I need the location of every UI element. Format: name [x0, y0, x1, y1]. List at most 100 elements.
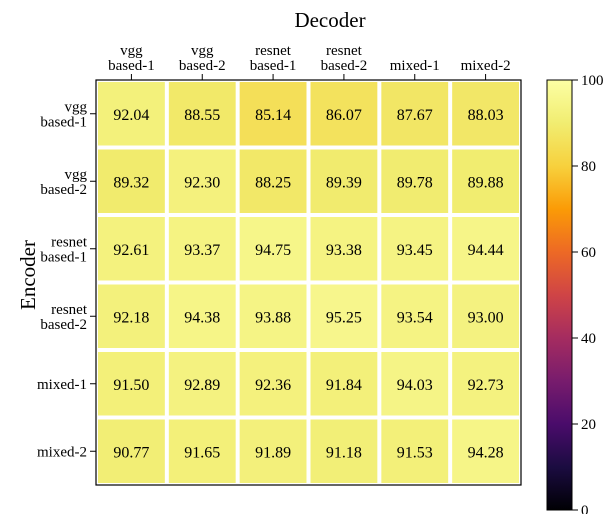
- heatmap-cell: [98, 284, 165, 348]
- y-tick-label: resnet: [51, 302, 88, 318]
- cell-value-label: 93.38: [326, 242, 362, 259]
- x-tick-label: vgg: [191, 43, 214, 59]
- colorbar-tick-label: 0: [581, 503, 589, 514]
- cell-value-label: 89.88: [468, 174, 504, 191]
- heatmap-cell: [452, 419, 519, 483]
- x-tick-label: based-1: [250, 58, 297, 74]
- colorbar-tick-label: 60: [581, 245, 596, 261]
- cell-value-label: 93.00: [468, 309, 504, 326]
- heatmap-cell: [168, 82, 236, 146]
- heatmap-cell: [168, 149, 236, 213]
- cell-value-label: 85.14: [255, 107, 291, 124]
- plot-frame: [95, 79, 522, 486]
- cell-value-label: 92.61: [113, 242, 149, 259]
- x-tick-label: mixed-1: [390, 58, 440, 74]
- heatmap-cell: [310, 419, 378, 483]
- heatmap-cell: [98, 419, 165, 483]
- cell-value-label: 88.25: [255, 174, 291, 191]
- x-tick-labels: vggbased-1vggbased-2resnetbased-1resnetb…: [108, 43, 511, 80]
- cell-value-label: 93.88: [255, 309, 291, 326]
- heatmap-cell: [452, 284, 519, 348]
- heatmap-cells: 92.04 88.55 85.14 86.07 87.67 88.03 89.32 92.30…: [98, 82, 519, 483]
- cell-value-label: 91.89: [255, 444, 291, 461]
- cell-value-label: 92.30: [184, 174, 220, 191]
- x-tick-label: based-2: [321, 58, 368, 74]
- colorbar-tick-label: 100: [581, 73, 604, 89]
- heatmap-cell: [310, 284, 378, 348]
- x-tick-label: vgg: [120, 43, 143, 59]
- colorbar-tick-label: 20: [581, 417, 596, 433]
- heatmap-cell: [239, 217, 307, 281]
- y-tick-label: based-1: [40, 249, 87, 265]
- cell-value-label: 92.89: [184, 377, 220, 394]
- y-tick-label: based-2: [40, 182, 87, 198]
- cell-value-label: 93.54: [397, 309, 433, 326]
- heatmap-cell: [168, 419, 236, 483]
- heatmap-cell: [168, 217, 236, 281]
- cell-value-label: 93.37: [184, 242, 220, 259]
- x-tick-label: mixed-2: [461, 58, 511, 74]
- x-tick-label: resnet: [255, 43, 292, 59]
- heatmap-cell: [239, 419, 307, 483]
- heatmap-cell: [168, 352, 236, 416]
- cell-value-label: 92.73: [468, 377, 504, 394]
- cell-value-label: 91.53: [397, 444, 433, 461]
- heatmap-cell: [452, 82, 519, 146]
- encoder-axis-title: Encoder: [16, 240, 40, 310]
- heatmap-cell: [168, 284, 236, 348]
- cell-value-label: 95.25: [326, 309, 362, 326]
- heatmap-cell: [381, 419, 449, 483]
- cell-value-label: 94.38: [184, 309, 220, 326]
- cell-value-label: 91.65: [184, 444, 220, 461]
- y-tick-label: mixed-2: [37, 444, 87, 460]
- cell-value-label: 94.28: [468, 444, 504, 461]
- x-tick-label: resnet: [326, 43, 363, 59]
- cell-value-label: 90.77: [113, 444, 149, 461]
- cell-value-label: 94.03: [397, 377, 433, 394]
- cell-value-label: 94.75: [255, 242, 291, 259]
- heatmap-cell: [239, 82, 307, 146]
- cell-value-label: 91.18: [326, 444, 362, 461]
- heatmap-cell: [452, 217, 519, 281]
- heatmap-cell: [98, 82, 165, 146]
- y-tick-label: mixed-1: [37, 377, 87, 393]
- heatmap-cell: [310, 352, 378, 416]
- heatmap-cell: [452, 352, 519, 416]
- cell-value-label: 89.39: [326, 174, 362, 191]
- cell-value-label: 86.07: [326, 107, 362, 124]
- heatmap-cell: [98, 149, 165, 213]
- heatmap-cell: [452, 149, 519, 213]
- heatmap-cell: [381, 284, 449, 348]
- heatmap-cell: [381, 217, 449, 281]
- cell-value-label: 91.84: [326, 377, 362, 394]
- cell-value-label: 91.50: [113, 377, 149, 394]
- y-tick-label: based-2: [40, 317, 87, 333]
- heatmap-cell: [381, 352, 449, 416]
- heatmap-cell: [239, 284, 307, 348]
- colorbar-tick-label: 80: [581, 159, 596, 175]
- cell-value-label: 87.67: [397, 107, 433, 124]
- cell-value-label: 89.32: [113, 174, 149, 191]
- x-tick-label: based-2: [179, 58, 226, 74]
- heatmap-cell: [98, 217, 165, 281]
- heatmap-cell: [310, 149, 378, 213]
- heatmap-cell: [310, 217, 378, 281]
- heatmap-cell: [239, 352, 307, 416]
- colorbar-ticks: 0 20 40 60 80 100: [572, 73, 604, 514]
- cell-value-label: 92.18: [113, 309, 149, 326]
- colorbar: [546, 79, 573, 511]
- y-tick-label: resnet: [51, 234, 88, 250]
- heatmap-cell: [98, 352, 165, 416]
- y-tick-label: vgg: [65, 99, 88, 115]
- heatmap-cell: [381, 82, 449, 146]
- cell-value-label: 88.55: [184, 107, 220, 124]
- colorbar-tick-label: 40: [581, 331, 596, 347]
- heatmap-cell: [381, 149, 449, 213]
- x-tick-label: based-1: [108, 58, 155, 74]
- cell-value-label: 94.44: [468, 242, 504, 259]
- y-tick-label: vgg: [65, 167, 88, 183]
- y-tick-labels: vggbased-1vggbased-2resnetbased-1resnetb…: [37, 99, 96, 460]
- cell-value-label: 92.04: [113, 107, 149, 124]
- decoder-axis-title: Decoder: [294, 8, 365, 32]
